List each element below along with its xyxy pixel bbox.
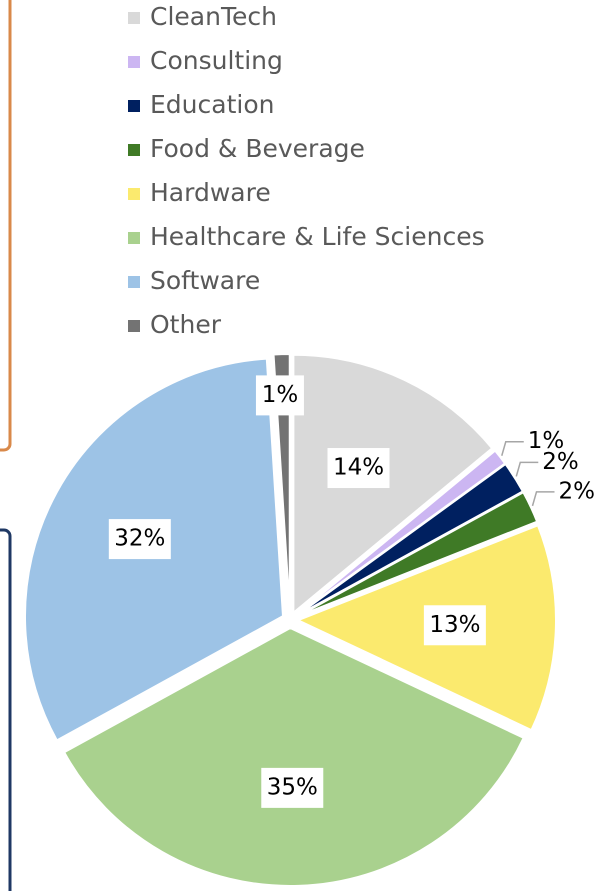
data-label: 2% [542, 449, 579, 475]
pie-slice [296, 462, 525, 617]
data-label: 2% [558, 478, 595, 504]
pie-slice [292, 353, 494, 615]
label-box [261, 767, 324, 808]
panel-border [0, 528, 12, 891]
data-label: 1% [528, 428, 565, 454]
legend-swatch [128, 276, 140, 288]
legend-label: Food & Beverage [150, 134, 365, 163]
pie-slice [296, 490, 539, 618]
data-label: 35% [267, 774, 318, 800]
legend-label: Hardware [150, 178, 271, 207]
label-box [423, 605, 486, 646]
leader-line [501, 440, 524, 456]
legend-swatch [128, 320, 140, 332]
pie-slice [62, 626, 526, 887]
leader-line [515, 461, 539, 477]
legend-label: Education [150, 90, 274, 119]
legend-label: Consulting [150, 46, 283, 75]
data-label: 13% [429, 612, 480, 638]
legend-label: Other [150, 310, 222, 339]
pie-slice [272, 353, 291, 613]
label-box [255, 375, 304, 416]
legend-swatch [128, 232, 140, 244]
data-label: 1% [262, 382, 299, 408]
panel-border [0, 0, 12, 452]
label-box [327, 448, 390, 489]
legend-label: CleanTech [150, 2, 277, 31]
label-box [108, 519, 171, 560]
legend-swatch [128, 144, 140, 156]
legend-swatch [128, 56, 140, 68]
legend-label: Healthcare & Life Sciences [150, 222, 485, 251]
legend-label: Software [150, 266, 260, 295]
legend-swatch [128, 100, 140, 112]
data-label: 32% [114, 526, 165, 552]
legend-swatch [128, 12, 140, 24]
data-label: 14% [333, 455, 384, 481]
legend-swatch [128, 188, 140, 200]
leader-line [531, 491, 555, 507]
